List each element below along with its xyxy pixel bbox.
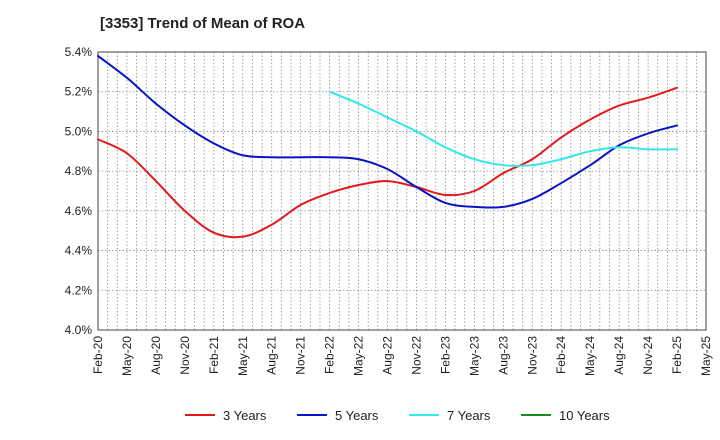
y-tick-label: 5.0%: [65, 124, 93, 138]
x-tick-label: Aug-21: [265, 336, 279, 375]
x-tick-label: Feb-22: [323, 336, 337, 374]
x-tick-label: May-21: [236, 336, 250, 376]
x-tick-label: May-23: [467, 336, 481, 376]
plot-area: 4.0% 4.2% 4.4% 4.6% 4.8% 5.0% 5.2% 5.4% Feb-20 Ma…: [65, 45, 713, 376]
y-tick-label: 4.2%: [65, 283, 93, 297]
x-tick-label: Feb-21: [207, 336, 221, 374]
x-tick-label: Aug-24: [612, 336, 626, 375]
x-tick-label: Feb-24: [554, 336, 568, 374]
plot-background: [98, 52, 706, 330]
x-tick-label: Nov-23: [525, 336, 539, 375]
x-tick-label: Nov-24: [641, 336, 655, 375]
x-tick-label: Feb-23: [438, 336, 452, 374]
x-tick-label: Aug-23: [496, 336, 510, 375]
y-tick-label: 4.6%: [65, 204, 93, 218]
chart-title: [3353] Trend of Mean of ROA: [100, 15, 305, 32]
legend-label-3-years: 3 Years: [223, 408, 267, 423]
series-line-7-years: [328, 90, 679, 167]
y-tick-label: 5.2%: [65, 85, 93, 99]
series-line-5-years: [97, 54, 679, 209]
legend-label-5-years: 5 Years: [335, 408, 379, 423]
x-tick-label: May-25: [699, 336, 713, 376]
x-tick-label: May-20: [120, 336, 134, 376]
legend-label-7-years: 7 Years: [447, 408, 491, 423]
series-line-3-years: [97, 86, 679, 239]
y-tick-label: 4.4%: [65, 244, 93, 258]
x-tick-label: Nov-22: [409, 336, 423, 375]
legend-label-10-years: 10 Years: [559, 408, 610, 423]
x-tick-label: Feb-20: [91, 336, 105, 374]
x-tick-label: Nov-21: [294, 336, 308, 375]
legend: 3 Years 5 Years 7 Years 10 Years: [185, 408, 610, 423]
x-tick-label: Aug-20: [149, 336, 163, 375]
x-tick-label: Feb-25: [670, 336, 684, 374]
x-tick-label: Nov-20: [178, 336, 192, 375]
x-tick-label: May-24: [583, 336, 597, 376]
y-tick-label: 5.4%: [65, 45, 93, 59]
x-tick-label: Aug-22: [381, 336, 395, 375]
y-tick-label: 4.8%: [65, 164, 93, 178]
x-tick-label: May-22: [352, 336, 366, 376]
y-tick-label: 4.0%: [65, 323, 93, 337]
plot-frame: [97, 51, 707, 331]
